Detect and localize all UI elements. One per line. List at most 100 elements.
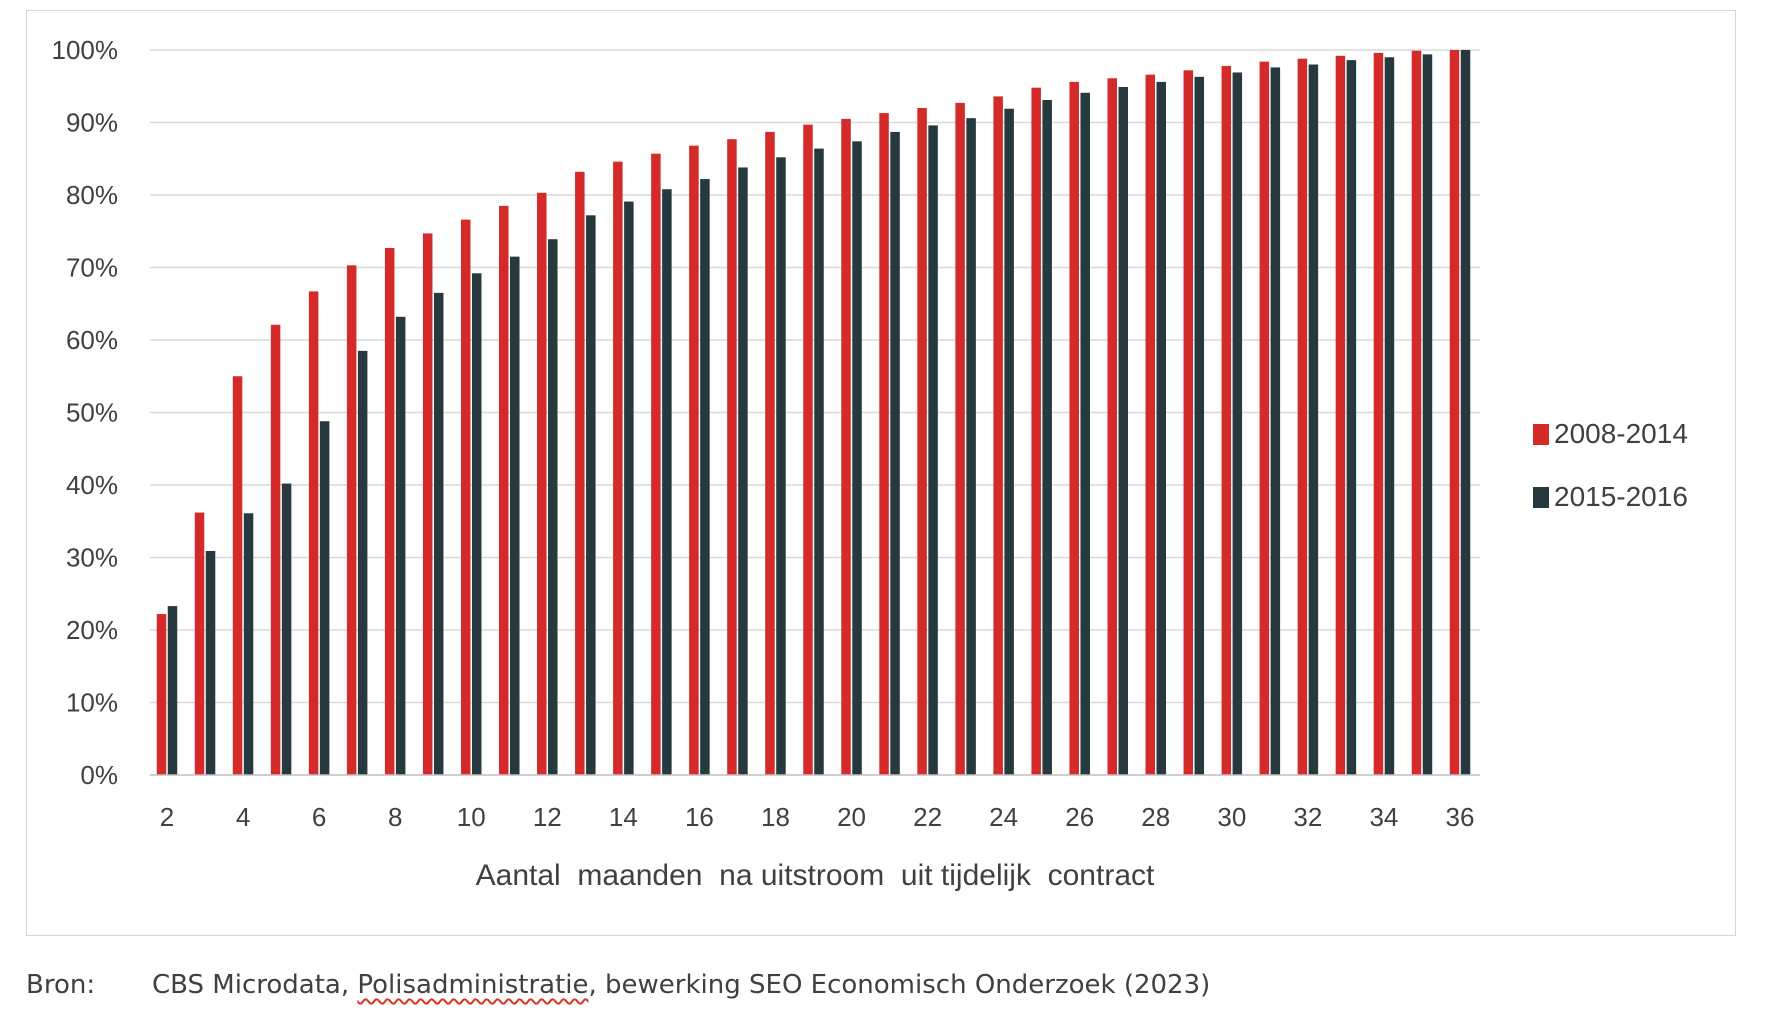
bar-2008-2014 <box>727 139 737 776</box>
bar-2008-2014 <box>1069 81 1079 775</box>
bar-2015-2016 <box>1346 60 1357 775</box>
bar-2015-2016 <box>662 189 672 775</box>
y-tick-label: 30% <box>66 543 118 573</box>
gridlines <box>150 49 1480 704</box>
bar-2008-2014 <box>613 161 623 775</box>
bar-2008-2014 <box>1259 61 1270 776</box>
y-tick-label: 70% <box>66 253 118 283</box>
bar-2015-2016 <box>966 118 976 775</box>
y-tick-label: 60% <box>66 325 118 355</box>
x-tick-label: 30 <box>1217 802 1246 832</box>
bar-2015-2016 <box>1156 81 1167 775</box>
source-label: Bron: <box>26 970 96 1000</box>
bar-2015-2016 <box>243 513 254 775</box>
bar-2015-2016 <box>471 273 482 775</box>
bar-2008-2014 <box>1449 50 1460 775</box>
x-tick-label: 34 <box>1369 802 1398 832</box>
legend: 2008-2014 2015-2016 <box>1533 418 1688 512</box>
legend-label: 2008-2014 <box>1554 418 1688 449</box>
bar-2008-2014 <box>1335 55 1346 776</box>
bar-2008-2014 <box>841 118 851 776</box>
y-tick-label: 20% <box>66 615 118 645</box>
bar-2008-2014 <box>765 131 775 776</box>
x-tick-label: 12 <box>533 802 562 832</box>
bar-2015-2016 <box>700 179 710 776</box>
bar-2008-2014 <box>346 265 357 775</box>
source-text-underlined: Polisadministratie <box>357 970 589 1000</box>
bar-2015-2016 <box>1080 92 1090 775</box>
y-tick-label: 100% <box>52 35 119 65</box>
bar-2015-2016 <box>1004 108 1014 776</box>
bar-chart: 0%10%20%30%40%50%60%70%80%90%100% 2 4 6 8 10… <box>52 35 1688 892</box>
bar-2008-2014 <box>879 113 889 775</box>
bar-2015-2016 <box>738 167 748 775</box>
bar-2008-2014 <box>1183 70 1194 776</box>
source-text-before: CBS Microdata, <box>152 970 358 1000</box>
legend-swatch <box>1533 487 1549 508</box>
x-tick-label: 24 <box>989 802 1018 832</box>
bar-2015-2016 <box>1042 100 1052 775</box>
bar-2015-2016 <box>814 148 824 776</box>
bar-2008-2014 <box>1411 50 1422 776</box>
x-tick-label: 22 <box>913 802 942 832</box>
bar-2015-2016 <box>1118 86 1128 776</box>
bar-2008-2014 <box>1221 65 1232 775</box>
bar-2015-2016 <box>205 550 216 775</box>
x-tick-label: 18 <box>761 802 790 832</box>
x-tick-label: 14 <box>609 802 638 832</box>
source-note: Bron: CBS Microdata, Polisadministratie, … <box>26 970 1210 1000</box>
y-tick-label: 90% <box>66 108 118 138</box>
x-axis-title: Aantal maanden na uitstroom uit tijdelij… <box>476 859 1155 892</box>
x-tick-label: 10 <box>457 802 486 832</box>
bar-2015-2016 <box>167 606 178 775</box>
bar-2008-2014 <box>537 192 547 775</box>
x-tick-label: 16 <box>685 802 714 832</box>
bar-2008-2014 <box>955 102 965 776</box>
bar-2008-2014 <box>384 247 395 775</box>
bar-2015-2016 <box>624 201 634 775</box>
bar-2015-2016 <box>1194 76 1205 775</box>
x-tick-label: 6 <box>312 802 326 832</box>
x-tick-label: 28 <box>1141 802 1170 832</box>
bar-2015-2016 <box>1384 57 1395 775</box>
bar-2015-2016 <box>852 141 862 776</box>
bar-2015-2016 <box>890 131 900 776</box>
bar-2008-2014 <box>232 376 243 775</box>
bar-2008-2014 <box>993 96 1003 775</box>
x-tick-label: 8 <box>388 802 402 832</box>
bar-2015-2016 <box>319 421 330 775</box>
bar-2015-2016 <box>1422 54 1433 776</box>
bar-2008-2014 <box>156 614 167 775</box>
bar-2008-2014 <box>270 324 281 775</box>
x-tick-label: 20 <box>837 802 866 832</box>
bar-2015-2016 <box>776 157 786 776</box>
bar-2015-2016 <box>510 256 520 776</box>
bar-2015-2016 <box>433 292 444 776</box>
bar-2015-2016 <box>1232 72 1243 776</box>
x-tick-label: 2 <box>160 802 174 832</box>
y-tick-label: 80% <box>66 180 118 210</box>
bar-2008-2014 <box>575 171 585 776</box>
bar-2008-2014 <box>917 108 927 775</box>
bars <box>156 50 1471 776</box>
bar-2015-2016 <box>395 316 406 775</box>
bar-2008-2014 <box>1373 52 1384 775</box>
bar-2015-2016 <box>928 125 938 775</box>
bar-2008-2014 <box>460 219 471 775</box>
bar-2008-2014 <box>422 233 433 776</box>
y-axis-tick-labels: 0% 10% 20% 30% 40% 50% 60% 70% 80% 90% 100% <box>52 35 119 790</box>
legend-label: 2015-2016 <box>1554 481 1688 512</box>
bar-2008-2014 <box>1297 58 1308 775</box>
x-tick-label: 26 <box>1065 802 1094 832</box>
x-tick-label: 4 <box>236 802 250 832</box>
bar-2008-2014 <box>1145 74 1156 775</box>
y-tick-label: 40% <box>66 470 118 500</box>
bar-2008-2014 <box>651 153 661 775</box>
bar-2008-2014 <box>308 291 319 775</box>
bar-2008-2014 <box>194 512 205 775</box>
bar-2015-2016 <box>1460 50 1471 775</box>
bar-2008-2014 <box>689 145 699 775</box>
bar-2015-2016 <box>586 215 596 776</box>
x-axis-tick-labels: 2 4 6 8 10 12 14 16 18 20 22 24 26 28 30 32 34 36 <box>160 802 1475 832</box>
y-tick-label: 50% <box>66 398 118 428</box>
